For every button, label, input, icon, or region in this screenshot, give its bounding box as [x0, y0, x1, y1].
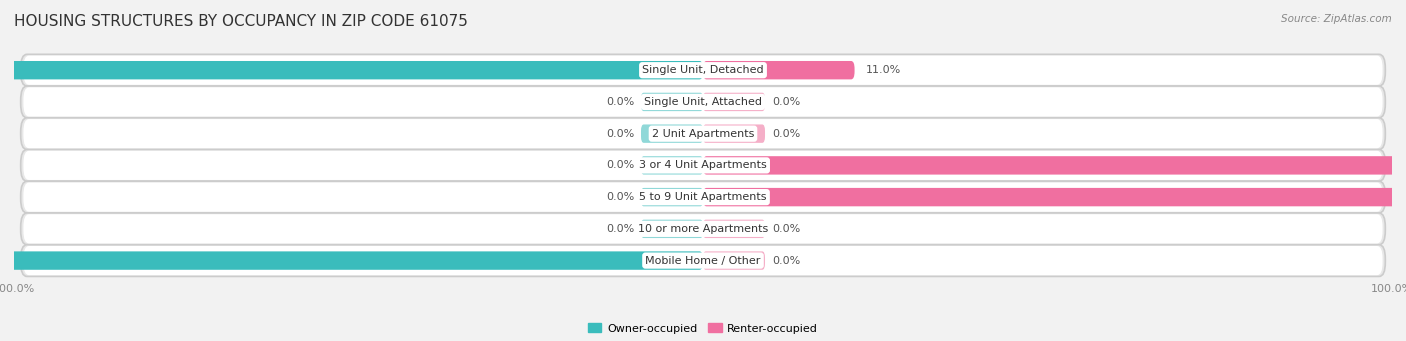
- FancyBboxPatch shape: [641, 220, 703, 238]
- FancyBboxPatch shape: [0, 61, 703, 79]
- Text: 0.0%: 0.0%: [606, 160, 634, 170]
- FancyBboxPatch shape: [0, 251, 703, 270]
- Text: HOUSING STRUCTURES BY OCCUPANCY IN ZIP CODE 61075: HOUSING STRUCTURES BY OCCUPANCY IN ZIP C…: [14, 14, 468, 29]
- Text: 0.0%: 0.0%: [606, 129, 634, 139]
- Text: 3 or 4 Unit Apartments: 3 or 4 Unit Apartments: [640, 160, 766, 170]
- FancyBboxPatch shape: [21, 149, 1385, 181]
- Text: Single Unit, Detached: Single Unit, Detached: [643, 65, 763, 75]
- FancyBboxPatch shape: [24, 246, 1382, 275]
- FancyBboxPatch shape: [641, 93, 703, 111]
- FancyBboxPatch shape: [703, 93, 765, 111]
- Legend: Owner-occupied, Renter-occupied: Owner-occupied, Renter-occupied: [583, 319, 823, 338]
- Text: 0.0%: 0.0%: [772, 97, 800, 107]
- Text: 0.0%: 0.0%: [772, 129, 800, 139]
- FancyBboxPatch shape: [641, 124, 703, 143]
- FancyBboxPatch shape: [21, 213, 1385, 245]
- FancyBboxPatch shape: [703, 251, 765, 270]
- Text: 2 Unit Apartments: 2 Unit Apartments: [652, 129, 754, 139]
- Text: 0.0%: 0.0%: [772, 256, 800, 266]
- Text: 0.0%: 0.0%: [772, 224, 800, 234]
- FancyBboxPatch shape: [703, 124, 765, 143]
- Text: 5 to 9 Unit Apartments: 5 to 9 Unit Apartments: [640, 192, 766, 202]
- FancyBboxPatch shape: [21, 54, 1385, 86]
- FancyBboxPatch shape: [703, 156, 1406, 175]
- FancyBboxPatch shape: [641, 156, 703, 175]
- FancyBboxPatch shape: [24, 214, 1382, 243]
- Text: 0.0%: 0.0%: [606, 192, 634, 202]
- FancyBboxPatch shape: [21, 118, 1385, 149]
- FancyBboxPatch shape: [21, 86, 1385, 118]
- FancyBboxPatch shape: [24, 56, 1382, 85]
- FancyBboxPatch shape: [21, 181, 1385, 213]
- Text: Mobile Home / Other: Mobile Home / Other: [645, 256, 761, 266]
- Text: 11.0%: 11.0%: [866, 65, 901, 75]
- FancyBboxPatch shape: [24, 151, 1382, 180]
- Text: 0.0%: 0.0%: [606, 224, 634, 234]
- FancyBboxPatch shape: [703, 220, 765, 238]
- Text: 10 or more Apartments: 10 or more Apartments: [638, 224, 768, 234]
- Text: Single Unit, Attached: Single Unit, Attached: [644, 97, 762, 107]
- FancyBboxPatch shape: [24, 87, 1382, 117]
- FancyBboxPatch shape: [641, 188, 703, 206]
- FancyBboxPatch shape: [703, 188, 1406, 206]
- Text: Source: ZipAtlas.com: Source: ZipAtlas.com: [1281, 14, 1392, 24]
- FancyBboxPatch shape: [703, 61, 855, 79]
- FancyBboxPatch shape: [24, 182, 1382, 212]
- FancyBboxPatch shape: [21, 245, 1385, 277]
- Text: 0.0%: 0.0%: [606, 97, 634, 107]
- FancyBboxPatch shape: [24, 119, 1382, 148]
